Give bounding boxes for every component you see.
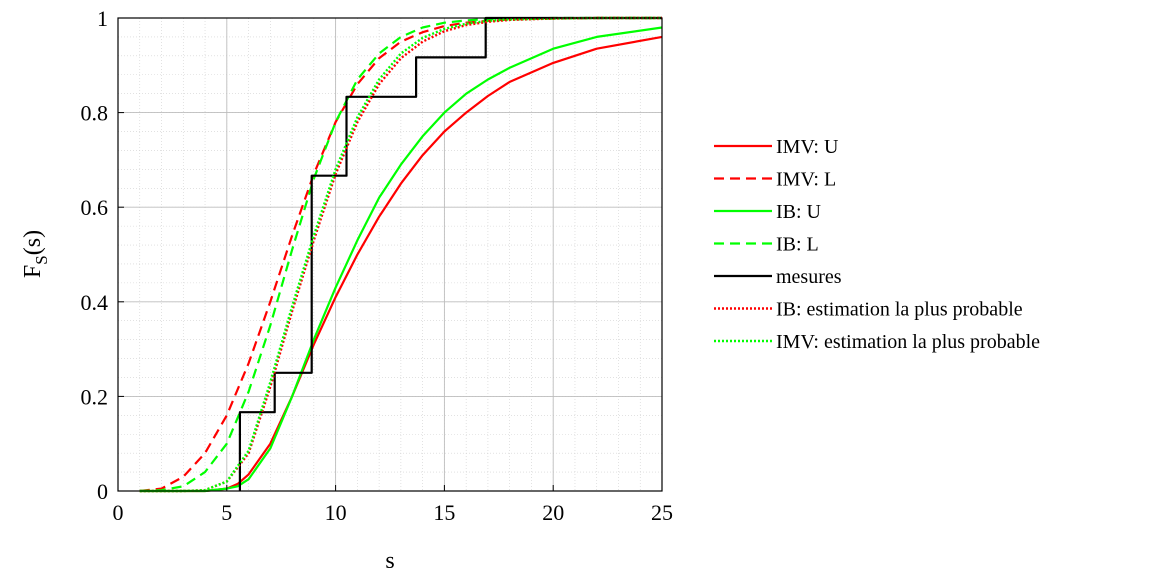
x-tick-labels: 0 5 10 15 20 25 (113, 485, 673, 525)
x-tick-label: 10 (325, 500, 347, 525)
x-tick-label: 20 (542, 500, 564, 525)
y-tick-label: 0.2 (81, 384, 109, 409)
legend-label-ib-l: IB: L (776, 234, 819, 256)
y-axis-label: FS(s) (20, 230, 51, 278)
legend-label-ib-estimation-la-plus-probable: IB: estimation la plus probable (776, 299, 1023, 321)
x-tick-label: 25 (651, 500, 673, 525)
series-line-ib-estimation-la-plus-probable (139, 16, 662, 493)
y-axis-label-suffix: (s) (20, 230, 46, 255)
plot-frame (117, 17, 663, 492)
legend: IMV: U IMV: L IB: U IB: L mesures IB: estimat… (714, 136, 1040, 353)
legend-label-ib-u: IB: U (776, 201, 822, 223)
grid (117, 17, 663, 492)
y-tick-label: 0 (97, 479, 108, 504)
y-axis-label-main: F (20, 265, 46, 278)
series-line-mesures (238, 16, 662, 491)
legend-label-mesures: mesures (776, 266, 842, 288)
x-tick-label: 15 (433, 500, 455, 525)
y-tick-label: 0.6 (81, 195, 109, 220)
legend-label-imv-l: IMV: L (776, 169, 836, 191)
svg-text:FS(s): FS(s) (20, 230, 51, 278)
y-axis-label-sub: S (32, 255, 51, 264)
y-tick-label: 0.4 (81, 290, 109, 315)
x-axis-label: s (385, 548, 394, 574)
y-tick-label: 1 (97, 6, 108, 31)
plot-series (139, 16, 663, 493)
y-tick-label: 0.8 (81, 101, 109, 126)
x-tick-label: 5 (221, 500, 232, 525)
y-tick-labels: 0 0.2 0.4 0.6 0.8 1 (81, 6, 124, 504)
x-tick-label: 0 (113, 500, 124, 525)
legend-label-imv-u: IMV: U (776, 136, 839, 158)
legend-label-imv-estimation-la-plus-probable: IMV: estimation la plus probable (776, 331, 1040, 353)
